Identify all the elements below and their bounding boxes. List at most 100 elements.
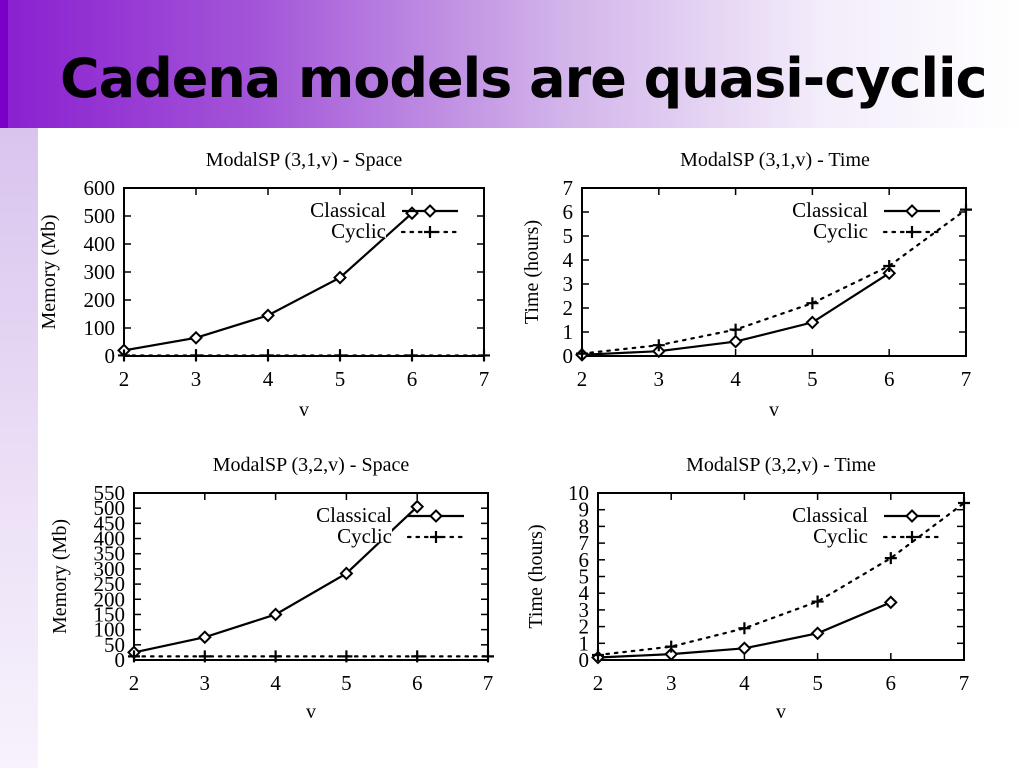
x-tick-label: 7 <box>959 671 970 695</box>
y-tick-label: 7 <box>579 531 590 555</box>
x-tick-label: 6 <box>412 671 423 695</box>
point-classical <box>805 315 820 330</box>
y-tick-label: 1 <box>579 631 590 655</box>
x-axis-label: v <box>299 399 309 421</box>
y-tick-label: 100 <box>94 618 126 642</box>
point-cyclic <box>334 349 346 362</box>
y-tick-label: 5 <box>563 224 574 248</box>
x-tick-label: 6 <box>886 671 897 695</box>
y-tick-label: 150 <box>94 602 126 626</box>
x-tick-label: 5 <box>812 671 823 695</box>
x-tick-label: 4 <box>739 671 750 695</box>
y-tick-label: 500 <box>84 204 116 228</box>
x-tick-label: 2 <box>577 367 588 391</box>
point-cyclic <box>198 650 211 663</box>
x-tick-label: 4 <box>263 367 274 391</box>
point-cyclic <box>811 595 824 608</box>
x-tick-label: 7 <box>479 367 490 391</box>
x-tick-label: 4 <box>730 367 741 391</box>
y-tick-label: 500 <box>94 496 126 520</box>
point-cyclic <box>118 349 130 362</box>
legend-label: Cyclic <box>813 219 868 243</box>
point-classical <box>737 641 752 656</box>
legend-bg <box>298 218 386 238</box>
x-tick-label: 6 <box>884 367 895 391</box>
legend-marker <box>423 204 437 218</box>
y-tick-label: 8 <box>579 514 590 538</box>
point-classical <box>810 626 825 641</box>
point-cyclic <box>478 349 490 362</box>
point-cyclic <box>340 650 353 663</box>
legend-bg <box>304 523 392 543</box>
point-classical <box>339 566 354 581</box>
y-tick-label: 50 <box>104 633 125 657</box>
point-classical <box>189 330 203 345</box>
x-tick-label: 7 <box>483 671 494 695</box>
legend-marker <box>906 226 918 238</box>
legend-bg <box>780 523 868 543</box>
point-cyclic <box>960 203 972 216</box>
y-tick-label: 200 <box>84 288 116 312</box>
legend-marker <box>905 204 919 218</box>
y-tick-label: 450 <box>94 511 126 535</box>
y-tick-label: 550 <box>94 481 126 505</box>
y-tick-label: 3 <box>563 272 574 296</box>
y-tick-label: 4 <box>563 248 574 272</box>
chart-1: ModalSP (3,1,v) - Space v Memory (Mb) 2 3 4 5 6… <box>38 149 490 421</box>
y-tick-label: 300 <box>84 260 116 284</box>
y-tick-label: 3 <box>579 598 590 622</box>
legend-label: Cyclic <box>813 524 868 548</box>
series-line-cyclic <box>580 208 968 355</box>
page-title: Cadena models are quasi-cyclic <box>60 47 987 110</box>
legend-bg <box>780 197 868 217</box>
chart-title: ModalSP (3,1,v) - Space <box>206 149 403 171</box>
chart-title: ModalSP (3,2,v) - Space <box>213 454 410 476</box>
y-tick-label: 200 <box>94 587 126 611</box>
chart-title: ModalSP (3,1,v) - Time <box>680 149 870 171</box>
y-axis-label: Time (hours) <box>525 524 547 628</box>
y-tick-label: 0 <box>579 648 590 672</box>
side-decoration <box>0 128 38 768</box>
y-tick-label: 5 <box>579 565 590 589</box>
legend-bg <box>780 218 868 238</box>
y-tick-label: 6 <box>579 548 590 572</box>
x-axis-label: v <box>306 701 316 723</box>
point-cyclic <box>190 349 202 362</box>
point-cyclic <box>411 650 424 663</box>
point-classical <box>883 595 898 610</box>
point-classical <box>197 630 212 645</box>
point-cyclic <box>665 640 678 653</box>
point-cyclic <box>592 648 604 661</box>
title-band <box>0 0 1024 128</box>
x-tick-label: 5 <box>335 367 346 391</box>
chart-title: ModalSP (3,2,v) - Time <box>686 454 876 476</box>
legend-bg <box>304 502 392 522</box>
y-tick-label: 300 <box>94 557 126 581</box>
point-classical <box>664 647 679 662</box>
legend-label: Cyclic <box>337 524 392 548</box>
y-tick-label: 600 <box>84 176 116 200</box>
point-cyclic <box>652 339 665 352</box>
x-tick-label: 3 <box>200 671 211 695</box>
x-tick-label: 4 <box>270 671 281 695</box>
y-tick-label: 0 <box>105 344 116 368</box>
chart-3: ModalSP (3,2,v) - Space v Memory (Mb) 2 3 4 5 6… <box>49 454 494 723</box>
legend-marker <box>430 531 442 543</box>
x-tick-label: 6 <box>407 367 418 391</box>
point-cyclic <box>738 622 751 635</box>
x-axis-label: v <box>776 701 786 723</box>
y-tick-label: 100 <box>84 316 116 340</box>
x-tick-label: 2 <box>119 367 130 391</box>
point-cyclic <box>729 323 742 336</box>
point-cyclic <box>128 650 140 663</box>
y-tick-label: 10 <box>568 481 589 505</box>
y-tick-label: 6 <box>563 200 574 224</box>
y-tick-label: 4 <box>579 581 590 605</box>
y-tick-label: 250 <box>94 572 126 596</box>
x-axis-label: v <box>769 399 779 421</box>
plot-frame <box>581 187 967 357</box>
y-axis-label: Time (hours) <box>521 220 543 324</box>
point-classical <box>728 334 743 349</box>
